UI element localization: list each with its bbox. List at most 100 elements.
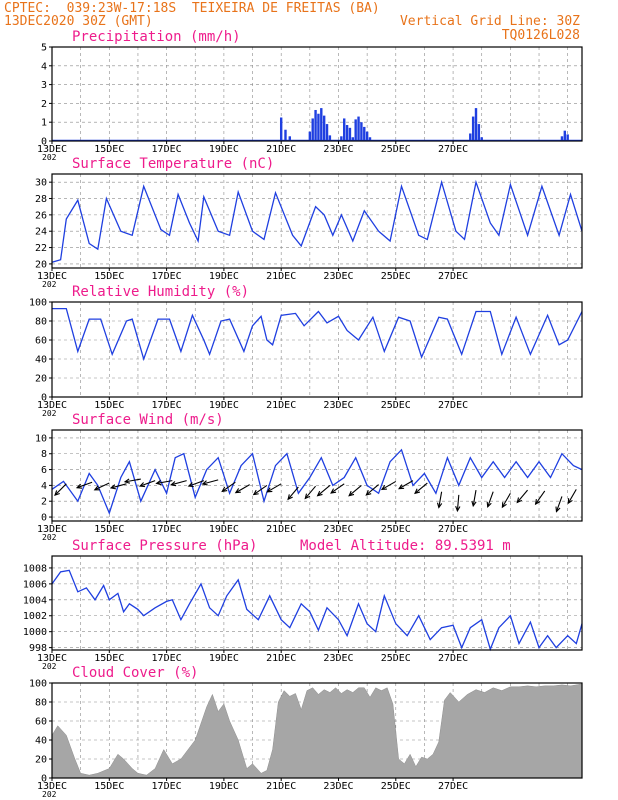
x-tick-label: 21DEC bbox=[266, 271, 296, 282]
y-tick-label: 60 bbox=[35, 336, 47, 347]
y-tick-label: 40 bbox=[35, 355, 47, 366]
wind-arrow bbox=[535, 490, 546, 505]
x-tick-label: 19DEC bbox=[209, 653, 239, 664]
x-year-label: 202 bbox=[42, 280, 57, 289]
wind-arrow bbox=[76, 481, 93, 489]
y-tick-label: 1008 bbox=[23, 563, 47, 574]
panel-title: Surface Wind (m/s) bbox=[72, 412, 224, 428]
wind-arrow bbox=[438, 491, 443, 508]
x-tick-label: 21DEC bbox=[266, 781, 296, 792]
wind-arrow bbox=[330, 483, 345, 494]
wind-arrow-head bbox=[169, 481, 177, 487]
wind-arrow bbox=[456, 494, 460, 511]
x-tick-label: 13DEC bbox=[37, 653, 67, 664]
header-station-line: CPTEC: 039:23W-17:18S TEIXEIRA DE FREITA… bbox=[4, 1, 380, 16]
wind-arrow bbox=[188, 480, 205, 487]
x-tick-label: 25DEC bbox=[381, 524, 411, 535]
x-tick-label: 27DEC bbox=[438, 271, 468, 282]
precip-bar bbox=[351, 137, 355, 141]
wind-arrow bbox=[94, 482, 110, 491]
wind-arrow bbox=[171, 480, 187, 486]
x-tick-label: 23DEC bbox=[323, 524, 353, 535]
y-tick-label: 28 bbox=[35, 194, 47, 205]
wind-arrow bbox=[110, 483, 127, 489]
x-year-label: 202 bbox=[42, 662, 57, 671]
precip-bar bbox=[566, 134, 569, 141]
wind-arrow-head bbox=[54, 490, 60, 497]
x-tick-label: 13DEC bbox=[37, 400, 67, 411]
y-tick-label: 100 bbox=[29, 298, 47, 309]
wind-arrow-head bbox=[75, 483, 83, 489]
x-tick-label: 23DEC bbox=[323, 271, 353, 282]
precip-bar bbox=[477, 124, 481, 141]
wind-arrow-head bbox=[316, 490, 323, 497]
wind-arrow bbox=[567, 489, 577, 504]
x-year-label: 202 bbox=[42, 153, 57, 162]
wind-arrow-head bbox=[365, 490, 372, 496]
x-tick-label: 15DEC bbox=[94, 781, 124, 792]
x-tick-label: 25DEC bbox=[381, 400, 411, 411]
y-tick-label: 0 bbox=[41, 393, 47, 404]
precip-bar bbox=[328, 135, 332, 141]
x-tick-label: 19DEC bbox=[209, 524, 239, 535]
wind-arrow-head bbox=[380, 484, 387, 491]
precip-bar bbox=[345, 125, 349, 141]
precip-bar bbox=[563, 130, 567, 141]
precip-bar bbox=[343, 118, 346, 141]
y-tick-label: 22 bbox=[35, 243, 47, 254]
x-tick-label: 17DEC bbox=[152, 653, 182, 664]
wind-arrow-head bbox=[398, 484, 405, 490]
wind-arrow-head bbox=[123, 478, 131, 484]
x-tick-label: 19DEC bbox=[209, 271, 239, 282]
x-tick-label: 27DEC bbox=[438, 653, 468, 664]
wind-arrow-head bbox=[348, 490, 355, 497]
series-line bbox=[51, 179, 583, 263]
series-line bbox=[51, 569, 583, 652]
y-tick-label: 0 bbox=[41, 137, 47, 148]
x-tick-label: 17DEC bbox=[152, 400, 182, 411]
x-tick-label: 19DEC bbox=[209, 144, 239, 155]
precip-bar bbox=[357, 116, 360, 141]
wind-arrow-head bbox=[436, 502, 443, 509]
x-tick-label: 27DEC bbox=[438, 400, 468, 411]
y-tick-label: 2 bbox=[41, 497, 47, 508]
panel-1: 20 22 24 26 28 30 13DEC 15DEC 17DEC 19DEC 21DEC 23D… bbox=[35, 156, 583, 289]
x-tick-label: 13DEC bbox=[37, 144, 67, 155]
y-tick-label: 0 bbox=[41, 774, 47, 785]
wind-arrow bbox=[287, 486, 299, 500]
y-tick-label: 1000 bbox=[23, 627, 47, 638]
panel-3: 0 2 4 6 8 10 13DEC 15DEC 17DEC 19DEC 21DEC 23DEC 25D… bbox=[35, 412, 583, 542]
panel-frame bbox=[51, 555, 583, 651]
panel-title: Relative Humidity (%) bbox=[72, 284, 249, 300]
x-tick-label: 23DEC bbox=[323, 653, 353, 664]
wind-arrow-head bbox=[304, 493, 311, 500]
y-tick-label: 8 bbox=[41, 449, 47, 460]
x-tick-label: 15DEC bbox=[94, 144, 124, 155]
wind-arrow bbox=[348, 484, 362, 497]
y-tick-label: 26 bbox=[35, 210, 47, 221]
x-tick-label: 13DEC bbox=[37, 781, 67, 792]
precip-bar bbox=[368, 137, 372, 141]
wind-arrow-head bbox=[234, 488, 241, 494]
wind-arrow-head bbox=[501, 502, 507, 509]
wind-arrow bbox=[516, 489, 528, 503]
x-tick-label: 27DEC bbox=[438, 144, 468, 155]
precip-bar bbox=[471, 116, 475, 141]
model-altitude-label: Model Altitude: 89.5391 m bbox=[300, 538, 511, 554]
x-tick-label: 19DEC bbox=[209, 781, 239, 792]
x-tick-label: 13DEC bbox=[37, 524, 67, 535]
panel-4: 998 1000 1002 1004 1006 1008 13DEC 15DEC 17DEC 19… bbox=[23, 538, 583, 671]
y-tick-label: 30 bbox=[35, 178, 47, 189]
panel-frame bbox=[51, 173, 583, 269]
x-tick-label: 17DEC bbox=[152, 144, 182, 155]
wind-arrow bbox=[472, 490, 477, 506]
wind-arrow-head bbox=[187, 482, 194, 488]
x-tick-label: 15DEC bbox=[94, 400, 124, 411]
y-tick-label: 6 bbox=[41, 465, 47, 476]
x-year-label: 202 bbox=[42, 533, 57, 542]
wind-arrow-head bbox=[93, 485, 100, 491]
precip-bar bbox=[279, 117, 283, 141]
wind-arrow bbox=[235, 484, 250, 494]
precip-bar bbox=[284, 129, 287, 141]
precip-bar bbox=[360, 122, 363, 141]
